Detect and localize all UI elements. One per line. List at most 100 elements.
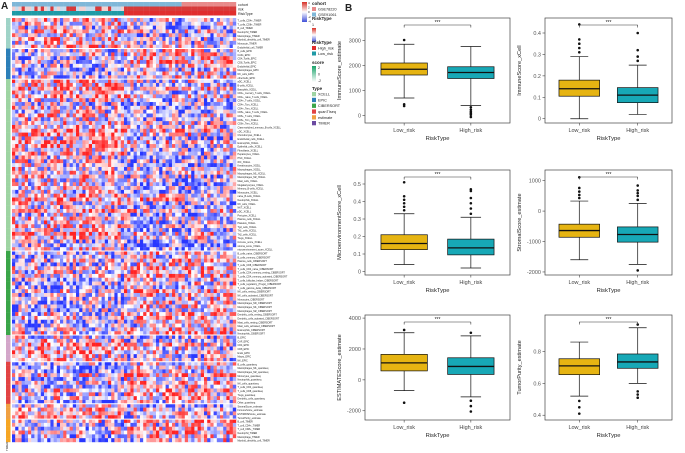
heatmap-cell xyxy=(191,205,195,210)
heatmap-cell xyxy=(156,140,160,145)
heatmap-cell xyxy=(149,102,153,107)
heatmap-cell xyxy=(44,186,48,191)
heatmap-cell xyxy=(156,25,160,30)
heatmap-cell xyxy=(108,266,112,271)
heatmap-cell xyxy=(98,166,102,171)
heatmap-cell xyxy=(28,82,32,87)
heatmap-cell xyxy=(124,79,128,84)
heatmap-cell xyxy=(47,243,51,248)
track-cohort-cell xyxy=(69,2,73,7)
heatmap-cell xyxy=(53,251,57,256)
heatmap-cell xyxy=(82,98,86,103)
track-risk-cell xyxy=(213,6,217,11)
heatmap-cell xyxy=(66,90,70,95)
heatmap-cell xyxy=(63,270,67,275)
heatmap-cell xyxy=(216,159,221,164)
heatmap-cell xyxy=(76,163,80,168)
heatmap-cell xyxy=(98,21,102,26)
heatmap-cell xyxy=(223,178,227,183)
heatmap-cell xyxy=(130,220,134,225)
heatmap-cell xyxy=(53,212,57,217)
heatmap-cell xyxy=(56,216,61,221)
heatmap-cell xyxy=(72,44,77,49)
heatmap-cell xyxy=(117,197,121,202)
heatmap-cell xyxy=(207,189,211,194)
heatmap-cell xyxy=(172,60,176,65)
heatmap-cell xyxy=(114,86,118,91)
heatmap-cell xyxy=(172,124,176,129)
heatmap-cell xyxy=(56,128,61,133)
heatmap-cell xyxy=(101,121,105,126)
heatmap-cell xyxy=(146,178,150,183)
heatmap-cell xyxy=(133,44,137,49)
heatmap-cell xyxy=(104,201,109,206)
heatmap-cell xyxy=(194,228,198,233)
heatmap-cell xyxy=(184,33,189,38)
heatmap-cell xyxy=(60,52,64,57)
heatmap-cell xyxy=(232,189,237,194)
heatmap-cell xyxy=(200,25,205,30)
heatmap-cell xyxy=(28,136,32,141)
heatmap-cell xyxy=(47,60,51,65)
heatmap-cell xyxy=(159,239,163,244)
track-risktype-cell xyxy=(229,11,233,16)
heatmap-cell xyxy=(63,18,67,23)
heatmap-cell xyxy=(216,98,221,103)
heatmap-cell xyxy=(191,117,195,122)
heatmap-cell xyxy=(111,63,115,68)
heatmap-cell xyxy=(197,208,201,214)
heatmap-cell xyxy=(34,56,38,61)
heatmap-cell xyxy=(18,228,22,233)
heatmap-cell xyxy=(178,266,182,271)
heatmap-cell xyxy=(136,205,141,210)
track-risktype-cell xyxy=(149,11,153,16)
heatmap-cell xyxy=(175,18,179,23)
heatmap-cell xyxy=(101,216,105,221)
heatmap-cell xyxy=(229,220,233,225)
heatmap-cell xyxy=(204,124,208,129)
heatmap-cell xyxy=(159,21,163,26)
heatmap-cell xyxy=(69,193,73,198)
heatmap-cell xyxy=(12,205,16,210)
heatmap-cell xyxy=(72,189,77,194)
heatmap-cell xyxy=(79,60,83,65)
heatmap-cell xyxy=(194,197,198,202)
heatmap-cell xyxy=(159,82,163,87)
heatmap-cell xyxy=(194,231,198,236)
heatmap-cell xyxy=(178,40,182,45)
heatmap-cell xyxy=(98,75,102,80)
heatmap-cell xyxy=(229,231,233,236)
heatmap-cell xyxy=(162,105,166,110)
heatmap-cell xyxy=(114,37,118,42)
heatmap-cell xyxy=(92,155,96,160)
heatmap-cell xyxy=(114,220,118,225)
heatmap-cell xyxy=(56,140,61,145)
heatmap-cell xyxy=(229,56,233,61)
heatmap-cell xyxy=(95,270,99,275)
heatmap-cell xyxy=(184,147,189,152)
heatmap-cell xyxy=(120,86,125,91)
heatmap-cell xyxy=(72,102,77,107)
heatmap-cell xyxy=(194,40,198,45)
heatmap-cell xyxy=(37,197,41,202)
track-cohort-cell xyxy=(200,2,205,7)
heatmap-cell xyxy=(104,166,109,171)
heatmap-cell xyxy=(82,186,86,191)
heatmap-cell xyxy=(165,94,169,99)
heatmap-cell xyxy=(146,25,150,30)
heatmap-cell xyxy=(146,44,150,49)
heatmap-cell xyxy=(69,144,73,149)
heatmap-cell xyxy=(172,174,176,179)
heatmap-cell xyxy=(136,266,141,271)
heatmap-cell xyxy=(175,239,179,244)
heatmap-cell xyxy=(172,132,176,137)
heatmap-cell xyxy=(149,40,153,45)
heatmap-cell xyxy=(82,60,86,65)
heatmap-cell xyxy=(130,258,134,263)
heatmap-cell xyxy=(72,140,77,145)
heatmap-cell xyxy=(24,71,29,76)
heatmap-cell xyxy=(53,60,57,65)
heatmap-cell xyxy=(216,178,221,183)
heatmap-cell xyxy=(200,75,205,80)
heatmap-cell xyxy=(72,166,77,171)
